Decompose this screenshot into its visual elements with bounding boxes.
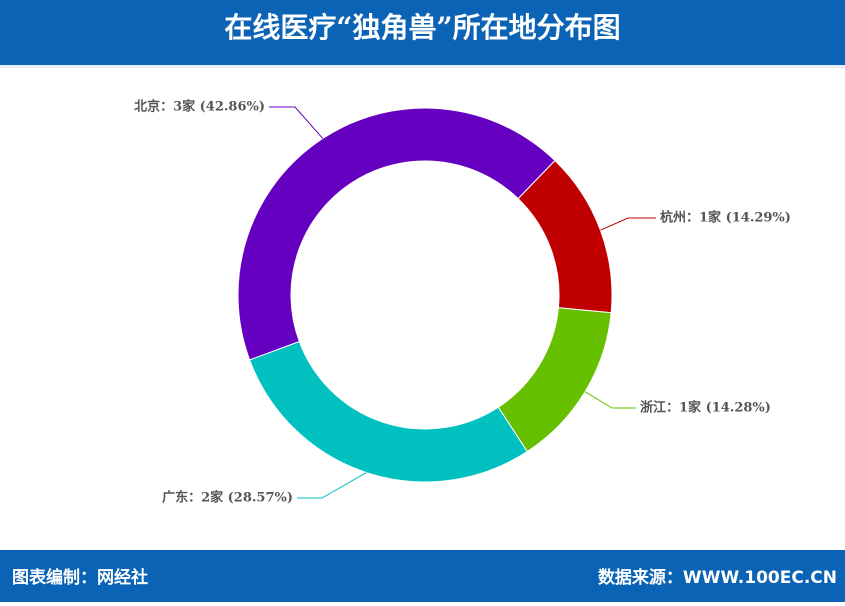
donut-segment	[248, 340, 528, 483]
chart-title: 在线医疗“独角兽”所在地分布图	[0, 0, 845, 68]
footer-right: 数据来源：WWW.100EC.CN	[597, 568, 837, 588]
footer: 图表编制：网经社 数据来源：WWW.100EC.CN	[0, 550, 845, 602]
data-label: 杭州：1家 (14.29%)	[660, 210, 791, 226]
donut-segment	[497, 307, 612, 453]
data-label: 北京：3家 (42.86%)	[134, 99, 265, 115]
leader-line	[297, 472, 367, 499]
data-label: 广东：2家 (28.57%)	[162, 490, 293, 506]
leader-line	[269, 106, 324, 139]
leader-line	[600, 217, 656, 231]
footer-left: 图表编制：网经社	[12, 568, 148, 588]
donut-segment	[237, 107, 556, 361]
data-label: 浙江：1家 (14.28%)	[640, 400, 771, 416]
leader-line	[584, 391, 636, 409]
chart: 杭州：1家 (14.29%) 浙江：1家 (14.28%) 广东：2家 (28.57…	[134, 99, 791, 506]
